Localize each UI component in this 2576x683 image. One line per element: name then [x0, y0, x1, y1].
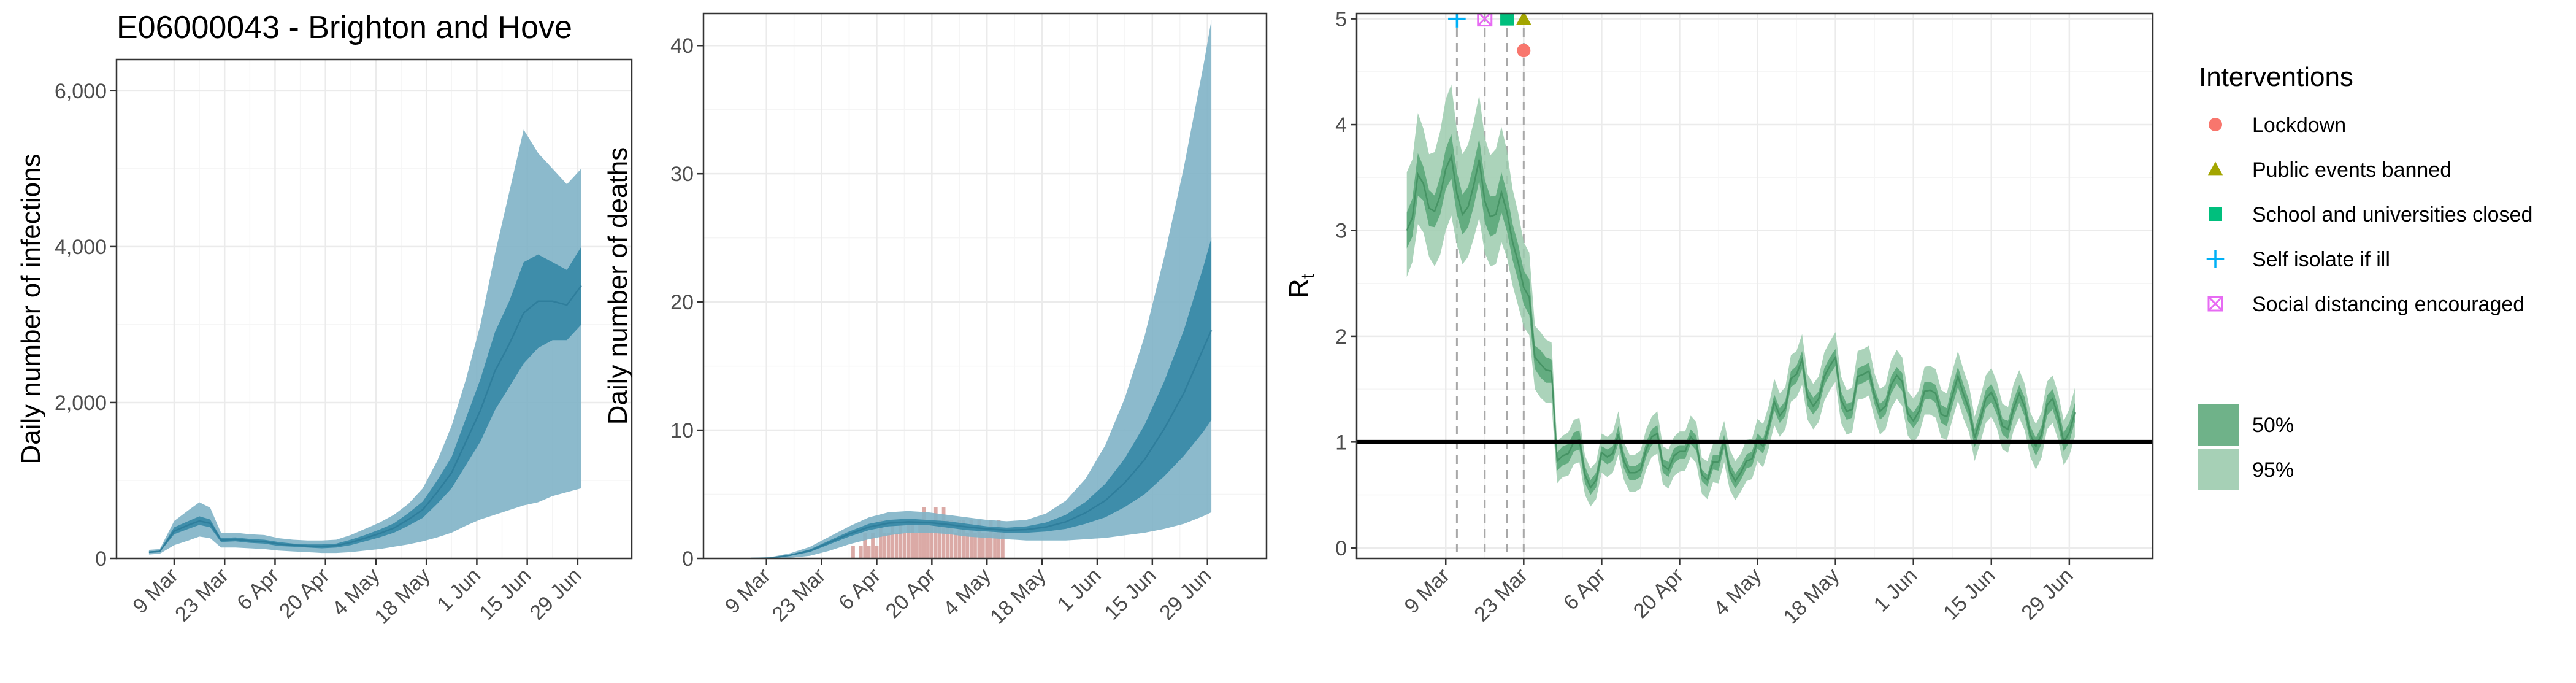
intervention-marker — [1500, 14, 1514, 26]
observed-death-bar — [997, 520, 1001, 558]
legend-label: Social distancing encouraged — [2252, 293, 2524, 316]
median-line — [1406, 153, 2076, 489]
intervention-marker — [1516, 14, 1531, 25]
observed-death-bar — [926, 520, 930, 558]
legend-circle-icon — [2209, 118, 2222, 131]
observed-death-bar — [883, 533, 887, 558]
observed-death-bar — [961, 520, 965, 558]
legend-label: School and universities closed — [2252, 203, 2532, 226]
observed-death-bar — [863, 533, 867, 558]
observed-death-bar — [973, 533, 977, 558]
y-tick-label: 10 — [670, 419, 694, 442]
median-line — [148, 285, 582, 554]
legend-label: Self isolate if ill — [2252, 248, 2390, 271]
observed-death-bar — [922, 507, 926, 558]
observed-death-bar — [985, 533, 989, 558]
y-tick-label: 3 — [1335, 219, 1347, 242]
observed-death-bar — [981, 533, 985, 558]
y-tick-label: 2,000 — [55, 392, 107, 415]
y-tick-label: 0 — [1335, 537, 1347, 560]
observed-death-bar — [969, 520, 973, 558]
observed-death-bar — [957, 520, 962, 558]
ci95-band — [1406, 84, 2075, 507]
panel-border — [702, 12, 1268, 560]
observed-death-bar — [938, 520, 942, 558]
observed-death-bar — [993, 533, 997, 558]
ci95-band — [751, 20, 1212, 558]
y-tick-label: 20 — [670, 291, 694, 314]
median-line — [750, 330, 1213, 558]
observed-death-bar — [859, 546, 863, 558]
y-axis-title: Daily number of infections — [16, 153, 46, 464]
legend-square-icon — [2209, 207, 2222, 221]
observed-death-bar — [894, 533, 899, 558]
plot-background — [1357, 14, 2153, 558]
plot-area — [1357, 14, 2153, 558]
y-tick-label: 1 — [1335, 431, 1347, 454]
legend-interval-label: 95% — [2252, 458, 2294, 482]
observed-death-bar — [953, 533, 957, 558]
intervention-marker — [1517, 44, 1531, 58]
y-tick-label: 5 — [1335, 8, 1347, 31]
legend-triangle-icon — [2207, 161, 2223, 176]
legend-title: Interventions — [2199, 62, 2353, 92]
legend-interval-swatch — [2198, 404, 2239, 446]
y-tick-label: 0 — [682, 547, 694, 571]
legend-boxcross-icon — [2207, 296, 2223, 312]
y-axis-title-main: R — [1284, 279, 1314, 298]
plot-area — [148, 129, 582, 555]
observed-death-bar — [871, 533, 875, 558]
y-tick-label: 6,000 — [55, 80, 107, 103]
observed-death-bar — [878, 520, 883, 558]
observed-death-bar — [867, 546, 871, 558]
legend-label: Public events banned — [2252, 158, 2451, 182]
intervention-marker — [1477, 14, 1493, 27]
y-tick-label: 30 — [670, 163, 694, 186]
observed-death-bar — [902, 533, 907, 558]
y-axis-title-subscript: t — [1298, 273, 1318, 279]
observed-death-bar — [949, 520, 954, 558]
legend-label: Lockdown — [2252, 114, 2346, 137]
y-axis-title: Rt — [1284, 273, 1318, 298]
y-tick-label: 40 — [670, 34, 694, 58]
y-tick-label: 0 — [95, 547, 107, 571]
observed-death-bar — [899, 520, 902, 558]
observed-death-bar — [851, 546, 855, 558]
legend: Interventions Lockdown Public events banne… — [2198, 62, 2532, 490]
y-tick-label: 2 — [1335, 325, 1347, 349]
observed-death-bar — [875, 546, 879, 558]
observed-death-bar — [914, 533, 918, 558]
legend-interval-swatch — [2198, 449, 2239, 490]
legend-plus-icon — [2206, 250, 2225, 268]
panel-border — [1355, 12, 2154, 560]
ci50-band — [148, 246, 581, 554]
observed-death-bar — [891, 520, 895, 558]
figure-title: E06000043 - Brighton and Hove — [117, 10, 572, 45]
ci50-band — [1406, 134, 2075, 495]
observed-death-bar — [886, 533, 891, 558]
observed-death-bar — [1000, 533, 1005, 558]
observed-death-bar — [989, 520, 993, 558]
observed-death-bar — [918, 520, 922, 558]
observed-death-bar — [930, 520, 934, 558]
y-axis-title: Daily number of deaths — [603, 147, 633, 425]
observed-death-bar — [946, 520, 949, 558]
panel-border — [115, 58, 633, 560]
intervention-marker — [1448, 14, 1466, 28]
y-tick-label: 4,000 — [55, 236, 107, 259]
observed-death-bar — [965, 533, 970, 558]
observed-death-bar — [906, 520, 910, 558]
y-tick-label: 4 — [1335, 114, 1347, 137]
observed-death-bar — [977, 520, 981, 558]
observed-death-bar — [910, 520, 914, 558]
legend-interval-label: 50% — [2252, 414, 2294, 437]
plot-area — [750, 20, 1213, 558]
